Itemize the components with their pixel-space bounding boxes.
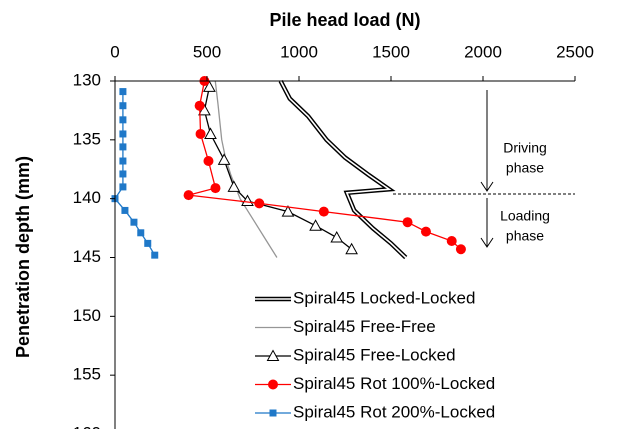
series-line [188,80,462,250]
x-tick-label: 1500 [372,42,410,61]
marker [241,194,254,207]
y-tick-label: 160 [73,423,101,429]
x-tick-label: 500 [193,42,221,61]
arrow-head [480,181,494,192]
marker [119,130,127,138]
annotation: phase [506,160,544,176]
marker [268,379,278,390]
marker [269,409,277,417]
marker [183,190,194,201]
y-tick-label: 155 [73,365,101,384]
plot-area [111,76,466,260]
legend-label: Spiral45 Rot 200%-Locked [293,402,495,421]
marker [119,143,127,151]
marker [309,219,322,231]
marker [281,205,295,217]
marker [446,236,457,247]
marker [119,170,127,178]
marker [203,80,216,92]
marker [194,100,205,111]
y-axis-title: Penetration depth (mm) [13,156,33,358]
marker [345,242,358,255]
legend-label: Spiral45 Rot 100%-Locked [293,374,495,393]
annotation: phase [506,228,544,244]
marker [130,218,138,226]
marker [330,230,344,243]
marker [119,183,127,191]
marker [195,128,206,139]
y-tick-label: 130 [73,70,101,89]
x-tick-label: 2000 [464,42,502,61]
marker [119,157,127,165]
series-line-inner [279,80,407,259]
marker [203,156,214,167]
legend-label: Spiral45 Free-Free [293,317,436,336]
marker [144,239,152,247]
marker [210,183,221,194]
series-line [203,86,353,250]
marker [119,88,127,96]
y-tick-label: 140 [73,188,101,207]
marker [137,229,145,237]
marker [455,244,466,255]
marker [227,180,241,192]
annotation: Loading [500,208,550,224]
arrow-head [480,237,494,248]
x-tick-label: 1000 [280,42,318,61]
x-tick-label: 2500 [556,42,594,61]
x-axis-title: Pile head load (N) [269,10,420,30]
marker [119,116,127,124]
marker [217,153,231,165]
marker [204,127,217,139]
x-tick-label: 0 [110,42,119,61]
y-tick-label: 150 [73,306,101,325]
marker [119,102,127,110]
marker [318,206,329,217]
y-tick-label: 135 [73,129,101,148]
marker [402,217,413,228]
marker [254,198,265,209]
marker [121,206,129,214]
marker [420,226,431,237]
series-line [214,80,278,258]
legend-label: Spiral45 Free-Locked [293,345,456,364]
marker [151,251,159,259]
y-tick-label: 145 [73,247,101,266]
annotation: Driving [503,140,547,156]
marker [266,349,280,361]
legend-label: Spiral45 Locked-Locked [293,288,475,307]
